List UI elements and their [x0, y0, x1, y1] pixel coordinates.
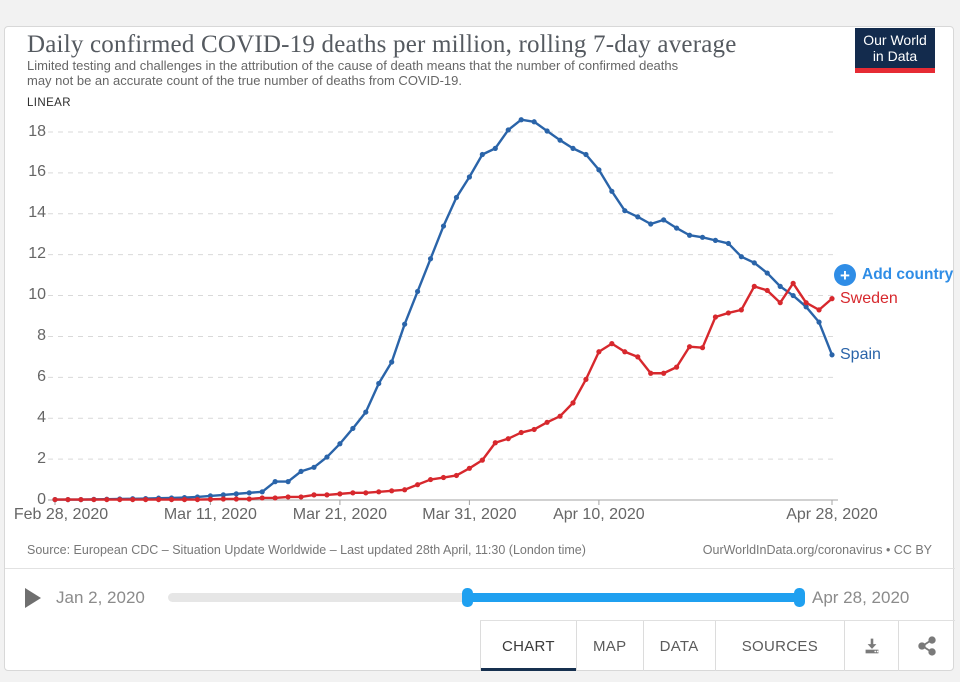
- spain-line-series[interactable]: [52, 117, 835, 503]
- y-tick-label: 10: [28, 286, 46, 304]
- plus-circle-icon: +: [834, 264, 856, 286]
- timeline-selected-range[interactable]: [468, 593, 798, 602]
- x-tick-label: Mar 21, 2020: [292, 506, 388, 523]
- timeline-right-handle[interactable]: [794, 588, 805, 607]
- x-tick-label: Mar 31, 2020: [422, 506, 517, 523]
- source-link[interactable]: OurWorldInData.org/coronavirus • CC BY: [702, 543, 932, 557]
- share-nodes-icon: [918, 636, 936, 656]
- page-title: Daily confirmed COVID-19 deaths per mill…: [27, 31, 737, 58]
- timeline-left-handle[interactable]: [462, 588, 473, 607]
- y-tick-label: 0: [37, 490, 46, 508]
- download-tray-icon: [865, 638, 879, 654]
- tab-map[interactable]: MAP: [575, 621, 643, 671]
- owid-logo-line1: Our World: [863, 32, 927, 48]
- y-tick-label: 14: [28, 204, 46, 222]
- owid-logo[interactable]: Our World in Data: [855, 28, 935, 73]
- y-tick-label: 18: [28, 122, 46, 140]
- x-tick-label: Apr 10, 2020: [553, 506, 645, 523]
- x-tick-label: Mar 11, 2020: [163, 506, 257, 523]
- sweden-line-series[interactable]: [52, 280, 835, 503]
- y-tick-label: 12: [28, 245, 46, 263]
- tab-sources[interactable]: SOURCES: [714, 621, 845, 671]
- spain-series-label[interactable]: Spain: [840, 345, 881, 363]
- tab-bar: CHART MAP DATA SOURCES: [480, 620, 955, 671]
- add-country-button[interactable]: + Add country: [834, 264, 953, 286]
- timeline-slider-track[interactable]: [168, 588, 805, 607]
- source-attribution: Source: European CDC – Situation Update …: [27, 543, 586, 557]
- download-button[interactable]: [844, 621, 898, 671]
- chart-card: [4, 26, 954, 671]
- owid-logo-line2: in Data: [872, 48, 918, 64]
- add-country-label: Add country: [862, 266, 954, 283]
- x-tick-label: Feb 28, 2020: [13, 506, 109, 523]
- tab-chart[interactable]: CHART: [480, 621, 576, 671]
- scale-toggle-linear[interactable]: LINEAR: [27, 97, 71, 109]
- y-tick-label: 6: [37, 367, 46, 385]
- share-button[interactable]: [898, 621, 955, 671]
- timeline-start-date: Jan 2, 2020: [56, 588, 145, 607]
- x-tick-label: Apr 28, 2020: [786, 506, 878, 523]
- play-icon[interactable]: [25, 588, 41, 608]
- y-tick-label: 2: [37, 449, 46, 467]
- y-tick-label: 16: [28, 163, 46, 181]
- page-subtitle: Limited testing and challenges in the at…: [27, 58, 679, 88]
- sweden-series-label[interactable]: Sweden: [840, 289, 898, 307]
- y-tick-label: 4: [37, 408, 46, 426]
- chart-plot-area[interactable]: [0, 0, 960, 568]
- tab-data[interactable]: DATA: [642, 621, 715, 671]
- timeline-section: [5, 568, 955, 621]
- timeline-end-date: Apr 28, 2020: [812, 588, 910, 607]
- y-tick-label: 8: [37, 326, 46, 344]
